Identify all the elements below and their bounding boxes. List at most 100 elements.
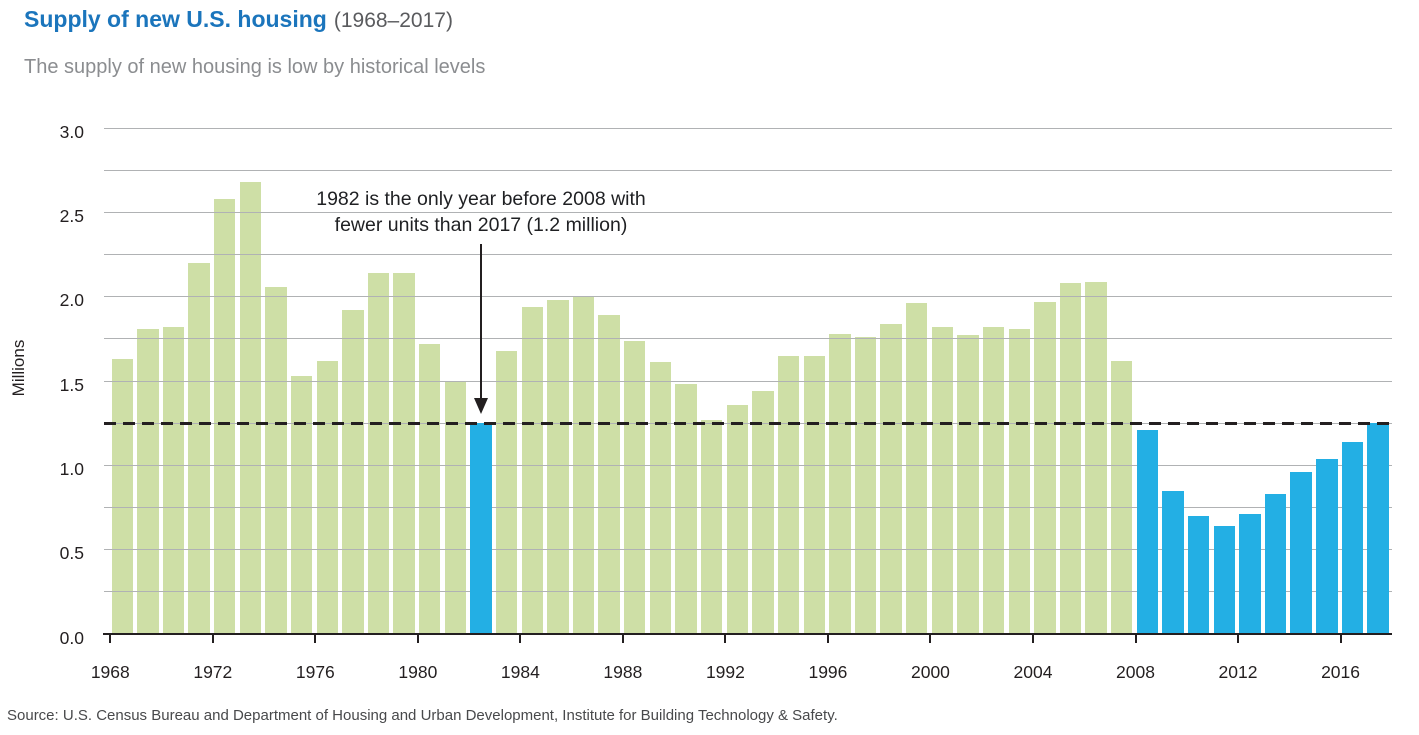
bar-2009 [1162,490,1184,634]
bar-1996 [829,333,851,634]
bar-2004 [1034,301,1056,634]
bar-2013 [1264,494,1287,634]
y-tick-label-0.0: 0.0 [59,627,84,648]
grid-line [104,507,1392,508]
x-tick-1980 [416,634,419,643]
x-tick-1976 [314,634,317,643]
bar-1990 [675,384,697,634]
bar-1978 [367,273,390,634]
reference-line-2017-level [104,421,1392,425]
x-tick-label-1996: 1996 [808,662,848,682]
bar-1993 [752,391,774,634]
bar-1999 [906,303,928,634]
grid-line [104,591,1392,593]
bar-1991 [700,419,723,634]
bar-2008 [1136,429,1159,634]
x-tick-label-1972: 1972 [193,662,233,682]
bar-1980 [419,343,441,634]
bar-1975 [290,375,313,634]
y-axis-title: Millions [9,339,28,397]
x-tick-label-2004: 2004 [1013,662,1053,682]
bar-1985 [547,300,569,634]
bar-1982 [470,423,492,634]
y-tick-label-2.5: 2.5 [59,205,84,226]
annotation-line2: fewer units than 2017 (1.2 million) [334,214,628,236]
bar-1970 [162,327,185,634]
x-tick-2008 [1134,634,1137,643]
x-tick-label-2000: 2000 [910,662,950,682]
bar-1977 [342,310,364,634]
bar-1997 [854,337,877,634]
grid-line [104,464,1392,466]
x-tick-label-1976: 1976 [295,662,335,682]
bar-2011 [1213,526,1235,634]
x-tick-2004 [1031,634,1034,643]
bar-1987 [598,315,620,634]
chart-plot-area [103,127,1392,643]
page-title-years: (1968–2017) [333,9,453,32]
y-tick-label-3.0: 3.0 [59,121,84,142]
bar-1973 [239,181,262,634]
bar-2006 [1085,281,1107,634]
x-tick-2016 [1339,634,1342,643]
bar-2005 [1059,283,1082,634]
grid-line [104,549,1392,551]
x-tick-label-1992: 1992 [705,662,745,682]
bar-1976 [316,360,338,634]
page-title-text: Supply of new U.S. housing [24,6,327,32]
bar-1994 [777,355,800,634]
bar-2015 [1316,458,1338,634]
bar-1971 [188,262,210,634]
bar-2014 [1290,472,1312,634]
bar-2000 [931,327,954,634]
x-tick-label-1988: 1988 [603,662,643,682]
bar-2012 [1239,514,1261,634]
x-tick-2000 [929,634,932,643]
x-tick-label-1984: 1984 [500,662,540,682]
x-axis-line [103,632,1392,635]
grid-line [104,296,1392,298]
y-tick-label-1.5: 1.5 [59,374,84,395]
grid-line [104,127,1392,129]
x-tick-1984 [519,634,522,643]
bar-2003 [1008,328,1030,634]
bar-1972 [214,198,236,634]
x-tick-label-2016: 2016 [1321,662,1360,682]
grid-line [104,254,1392,255]
page-title: Supply of new U.S. housing (1968–2017) [24,6,453,33]
x-tick-1968 [109,634,112,643]
x-tick-label-1968: 1968 [90,662,130,682]
bar-1988 [624,340,646,634]
y-tick-label-0.5: 0.5 [59,543,84,564]
chart-subtitle: The supply of new housing is low by hist… [24,56,486,78]
bar-1995 [803,355,825,634]
bar-1968 [111,359,133,634]
x-tick-2012 [1237,634,1240,643]
grid-line [104,169,1392,171]
bar-1984 [521,306,543,634]
grid-line [104,380,1392,382]
bar-2002 [982,327,1005,634]
grid-line [104,338,1392,340]
bar-1983 [495,350,518,634]
grid-line [104,211,1392,213]
x-tick-label-1980: 1980 [398,662,438,682]
bar-1979 [393,273,415,634]
bar-2017 [1367,423,1389,634]
y-tick-label-1.0: 1.0 [59,458,84,479]
annotation-callout: 1982 is the only year before 2008 with f… [316,186,646,238]
x-tick-1992 [724,634,727,643]
x-tick-label-2008: 2008 [1116,662,1155,682]
bar-1998 [880,323,902,634]
bar-2001 [957,335,979,634]
annotation-arrow-line [480,244,482,399]
bar-2016 [1341,441,1364,634]
y-tick-label-2.0: 2.0 [59,290,84,311]
annotation-arrow-head-icon [474,398,488,414]
x-tick-1972 [211,634,214,643]
bar-1992 [726,404,748,634]
bar-1969 [137,328,159,634]
x-tick-label-2012: 2012 [1218,662,1258,682]
bar-1989 [649,362,672,634]
